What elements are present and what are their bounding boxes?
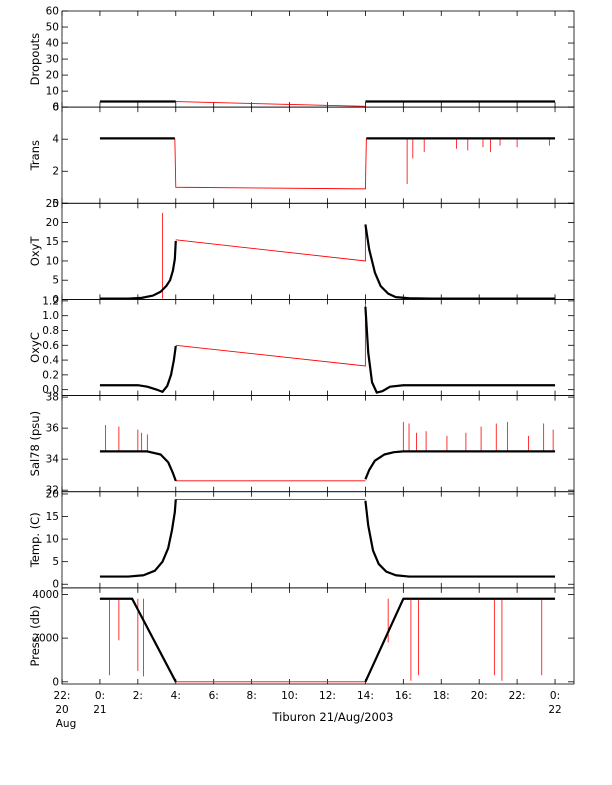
y-tick-label: 2 xyxy=(52,166,59,178)
series-flagged-line xyxy=(175,224,366,262)
series-line xyxy=(99,499,177,578)
y-tick-label: 0.6 xyxy=(42,340,59,352)
panel-frame xyxy=(61,10,575,108)
series-flagged-line xyxy=(174,138,367,190)
y-tick-label: 0 xyxy=(52,294,59,306)
series-flagged-line xyxy=(175,101,366,107)
x-tick-label: 4: xyxy=(171,690,181,702)
panel-data-dropouts xyxy=(99,100,556,107)
y-tick-label: 15 xyxy=(46,511,59,523)
y-tick-label: 0.2 xyxy=(42,369,59,381)
x-tick-label: 16: xyxy=(395,690,412,702)
y-tick-label: 15 xyxy=(46,236,59,248)
panel-oxyc: 0.0 0.2 0.4 0.6 0.8 1.0 1.2 OxyC xyxy=(28,295,575,396)
y-tick-label: 2000 xyxy=(32,633,59,645)
panel-oxyt: 0 5 10 15 20 25 OxyT xyxy=(28,198,575,306)
y-tick-label: 0 xyxy=(52,676,59,688)
panel-data-sal xyxy=(99,421,556,482)
panel-press: 0 2000 4000 Press. (db) xyxy=(28,587,575,688)
y-tick-label: 0 xyxy=(52,198,59,210)
y-axis-title: Sal78 (psu) xyxy=(28,411,42,476)
series-line xyxy=(364,597,556,683)
y-tick-label: 0 xyxy=(52,102,59,114)
x-tick-label: 8: xyxy=(247,690,257,702)
series-line xyxy=(364,306,556,394)
y-tick-label: 32 xyxy=(46,485,59,497)
y-axis-title: Trans xyxy=(28,140,42,171)
y-tick-label: 10 xyxy=(46,534,59,546)
y-tick-label: 50 xyxy=(46,22,59,34)
y-tick-label: 4 xyxy=(52,134,59,146)
panel-data-temp xyxy=(99,498,556,578)
y-tick-label: 6 xyxy=(52,102,59,114)
panel-data-press xyxy=(99,597,556,683)
y-tick-label: 40 xyxy=(46,38,59,50)
x-tick-label: 6: xyxy=(209,690,219,702)
y-tick-label: 20 xyxy=(46,217,59,229)
y-axis-title: OxyT xyxy=(28,236,42,267)
panel-frame xyxy=(61,491,575,589)
y-tick-label: 60 xyxy=(46,6,59,18)
y-tick-label: 1.2 xyxy=(42,295,59,307)
y-tick-label: 20 xyxy=(46,488,59,500)
panel-frame xyxy=(61,299,575,396)
series-line xyxy=(99,240,177,300)
y-tick-label: 5 xyxy=(52,556,59,568)
chart-caption: Tiburon 21/Aug/2003 xyxy=(271,710,393,724)
x-tick-sublabel: 20 xyxy=(55,704,68,716)
y-tick-label: 20 xyxy=(46,70,59,82)
y-tick-label: 30 xyxy=(46,54,59,66)
y-axis-title: Temp. (C) xyxy=(28,512,42,568)
y-tick-label: 25 xyxy=(46,198,59,210)
x-tick-sublabel: Aug xyxy=(56,718,77,730)
x-tick-label: 20: xyxy=(471,690,488,702)
panels-group: 0102030405060Dropouts0246Trans0510152025… xyxy=(28,6,575,688)
x-tick-label: 12: xyxy=(319,690,336,702)
x-tick-label: 2: xyxy=(133,690,143,702)
series-line xyxy=(99,450,177,482)
x-tick-label: 0: xyxy=(550,690,560,702)
x-tick-label: 22: xyxy=(54,690,71,702)
x-tick-sublabel: 22 xyxy=(548,704,561,716)
panel-temp: 0 5 10 15 20 Temp. (C) xyxy=(28,488,575,591)
x-tick-sublabel: 21 xyxy=(93,704,106,716)
y-tick-label: 38 xyxy=(46,392,59,404)
y-tick-label: 0.8 xyxy=(42,325,59,337)
x-tick-label: 22: xyxy=(509,690,526,702)
y-tick-label: 5 xyxy=(52,275,59,287)
series-line xyxy=(99,345,177,393)
series-line xyxy=(364,500,556,578)
panel-trans: 0 2 4 6 Trans xyxy=(28,102,575,210)
y-tick-label: 4000 xyxy=(32,589,59,601)
x-tick-label: 14: xyxy=(357,690,374,702)
y-tick-label: 10 xyxy=(46,86,59,98)
panel-data-oxyt xyxy=(99,212,556,300)
panel-sal: 32 34 36 38 Sal78 (psu) xyxy=(28,392,575,497)
series-flagged-line xyxy=(175,304,366,367)
panel-data-oxyc xyxy=(99,304,556,394)
y-tick-label: 0.4 xyxy=(42,355,59,367)
x-tick-label: 18: xyxy=(433,690,450,702)
y-axis-title: OxyC xyxy=(28,332,42,363)
series-line xyxy=(99,597,177,683)
panel-frame xyxy=(61,587,575,685)
series-line xyxy=(364,224,556,300)
y-tick-label: 0 xyxy=(52,579,59,591)
y-tick-label: 1.0 xyxy=(42,310,59,322)
y-axis-title: Dropouts xyxy=(28,33,42,85)
panel-frame xyxy=(61,202,575,300)
y-axis-title: Press. (db) xyxy=(28,605,42,666)
y-tick-label: 0.0 xyxy=(42,384,59,396)
panel-data-trans xyxy=(99,137,556,190)
x-axis: 22: 20 Aug 0: 21 2: 4: 6: 8: 10: 12: 14: 16: 18: 20: 22… xyxy=(54,690,562,730)
y-tick-label: 10 xyxy=(46,255,59,267)
x-tick-label: 10: xyxy=(281,690,298,702)
y-tick-label: 36 xyxy=(46,423,60,435)
panel-frame xyxy=(61,395,575,493)
series-line xyxy=(364,450,556,480)
x-tick-label: 0: xyxy=(95,690,105,702)
panel-dropouts: 0 10 20 30 40 50 60 Dropouts xyxy=(28,6,575,114)
y-tick-label: 34 xyxy=(46,454,60,466)
